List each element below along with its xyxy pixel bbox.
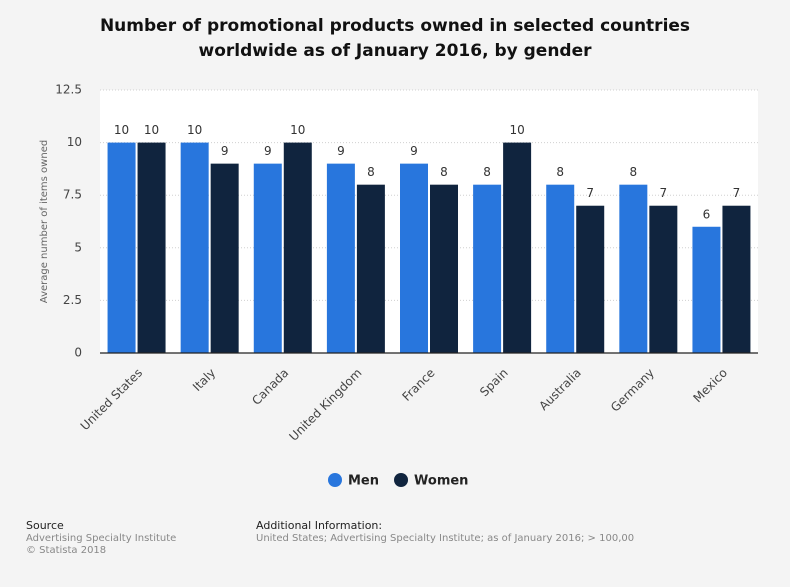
value-label: 9	[221, 144, 229, 158]
bar	[576, 205, 605, 353]
info: United States; Advertising Specialty Ins…	[256, 533, 635, 544]
y-tick-label: 10	[67, 135, 82, 149]
bar	[283, 142, 312, 353]
value-label: 7	[586, 186, 594, 200]
bar	[356, 184, 385, 353]
x-tick-label: Canada	[249, 366, 291, 408]
y-tick-label: 7.5	[63, 188, 82, 202]
info-heading: Additional Information:	[256, 519, 383, 532]
legend-marker	[328, 473, 342, 487]
value-label: 10	[290, 123, 305, 137]
value-label: 10	[114, 123, 129, 137]
y-tick-label: 5	[74, 240, 82, 254]
value-label: 6	[703, 207, 711, 221]
value-label: 8	[630, 165, 638, 179]
value-label: 10	[144, 123, 159, 137]
x-tick-label: France	[399, 366, 437, 404]
legend-label: Men	[348, 474, 379, 489]
x-tick-label: Italy	[190, 366, 218, 394]
x-tick-label: Spain	[477, 366, 511, 400]
value-label: 8	[440, 165, 448, 179]
bar	[619, 184, 648, 353]
bar	[722, 205, 751, 353]
value-label: 8	[556, 165, 564, 179]
plot-area	[100, 90, 758, 353]
bar	[473, 184, 502, 353]
y-axis-label: Average number of items owned	[39, 140, 50, 303]
x-tick-label: United Kingdom	[286, 366, 364, 444]
bar	[649, 205, 678, 353]
bar	[400, 163, 428, 353]
bar	[326, 163, 355, 353]
bar	[430, 184, 458, 353]
bar	[180, 142, 209, 353]
value-label: 7	[733, 186, 741, 200]
source-heading: Source	[26, 519, 64, 532]
value-label: 7	[660, 186, 668, 200]
value-label: 9	[337, 144, 345, 158]
value-label: 9	[410, 144, 418, 158]
value-label: 10	[509, 123, 524, 137]
y-tick-label: 0	[74, 346, 82, 360]
x-tick-label: United States	[78, 366, 145, 433]
bar	[692, 226, 721, 353]
bar	[546, 184, 575, 353]
value-label: 10	[187, 123, 202, 137]
value-label: 8	[367, 165, 375, 179]
value-label: 9	[264, 144, 272, 158]
x-tick-label: Australia	[536, 366, 583, 413]
value-label: 8	[483, 165, 491, 179]
bar	[137, 142, 166, 353]
bar	[210, 163, 239, 353]
x-tick-label: Mexico	[691, 366, 731, 406]
bar	[503, 142, 532, 353]
y-tick-label: 2.5	[63, 293, 82, 307]
bar	[253, 163, 282, 353]
chart-title: Number of promotional products owned in …	[99, 16, 691, 61]
y-tick-label: 12.5	[55, 83, 82, 97]
bar	[107, 142, 136, 353]
legend-label: Women	[414, 474, 468, 489]
x-tick-label: Germany	[608, 366, 657, 415]
source: Advertising Specialty Institute	[26, 533, 177, 544]
copyright: © Statista 2018	[26, 545, 107, 556]
legend-marker	[394, 473, 409, 487]
